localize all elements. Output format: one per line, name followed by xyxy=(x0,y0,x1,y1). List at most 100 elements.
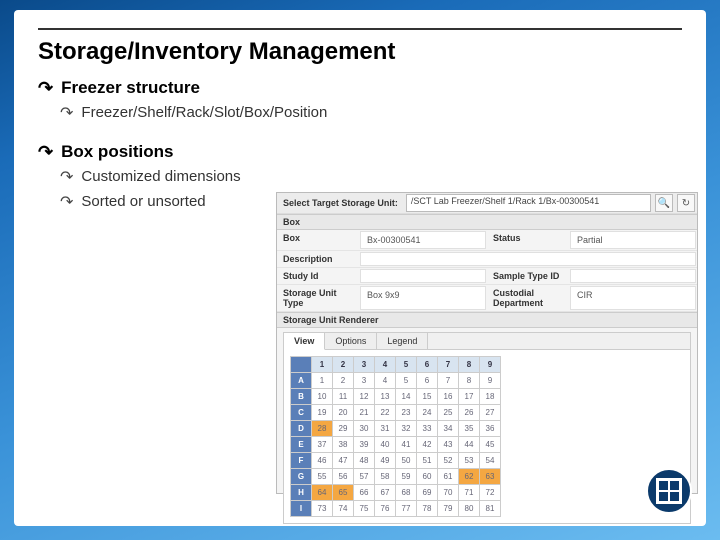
grid-col-header: 4 xyxy=(375,357,396,373)
grid-cell[interactable]: 55 xyxy=(312,469,333,485)
grid-cell[interactable]: 15 xyxy=(417,389,438,405)
grid-cell[interactable]: 57 xyxy=(354,469,375,485)
grid-cell[interactable]: 79 xyxy=(438,501,459,517)
grid-cell[interactable]: 12 xyxy=(354,389,375,405)
grid-cell[interactable]: 60 xyxy=(417,469,438,485)
grid-cell[interactable]: 10 xyxy=(312,389,333,405)
field-value xyxy=(360,269,486,283)
grid-cell[interactable]: 6 xyxy=(417,373,438,389)
grid-cell[interactable]: 42 xyxy=(417,437,438,453)
refresh-icon[interactable]: ↻ xyxy=(677,194,695,212)
grid-cell[interactable]: 2 xyxy=(333,373,354,389)
grid-cell[interactable]: 52 xyxy=(438,453,459,469)
storage-path-input[interactable]: /SCT Lab Freezer/Shelf 1/Rack 1/Bx-00300… xyxy=(406,194,651,212)
grid-cell[interactable]: 49 xyxy=(375,453,396,469)
grid-cell[interactable]: 13 xyxy=(375,389,396,405)
grid-cell[interactable]: 61 xyxy=(438,469,459,485)
grid-cell[interactable]: 70 xyxy=(438,485,459,501)
grid-cell[interactable]: 11 xyxy=(333,389,354,405)
grid-cell[interactable]: 32 xyxy=(396,421,417,437)
grid-cell[interactable]: 54 xyxy=(480,453,501,469)
grid-cell[interactable]: 34 xyxy=(438,421,459,437)
grid-cell[interactable]: 26 xyxy=(459,405,480,421)
tab-view[interactable]: View xyxy=(284,333,325,350)
field-sample-type: Sample Type ID xyxy=(487,268,697,285)
grid-cell[interactable]: 14 xyxy=(396,389,417,405)
grid-cell[interactable]: 16 xyxy=(438,389,459,405)
grid-cell[interactable]: 35 xyxy=(459,421,480,437)
grid-cell[interactable]: 75 xyxy=(354,501,375,517)
bullet-box-positions: ↷ Box positions xyxy=(38,142,682,164)
grid-cell[interactable]: 20 xyxy=(333,405,354,421)
grid-cell[interactable]: 33 xyxy=(417,421,438,437)
grid-cell[interactable]: 62 xyxy=(459,469,480,485)
grid-cell[interactable]: 50 xyxy=(396,453,417,469)
grid-cell[interactable]: 69 xyxy=(417,485,438,501)
grid-cell[interactable]: 29 xyxy=(333,421,354,437)
grid-cell[interactable]: 9 xyxy=(480,373,501,389)
grid-cell[interactable]: 80 xyxy=(459,501,480,517)
box-grid-container: 123456789A123456789B101112131415161718C1… xyxy=(284,350,690,523)
renderer-header: Storage Unit Renderer xyxy=(277,312,697,328)
grid-cell[interactable]: 22 xyxy=(375,405,396,421)
grid-cell[interactable]: 51 xyxy=(417,453,438,469)
tab-options[interactable]: Options xyxy=(325,333,377,349)
grid-cell[interactable]: 68 xyxy=(396,485,417,501)
grid-cell[interactable]: 18 xyxy=(480,389,501,405)
grid-cell[interactable]: 43 xyxy=(438,437,459,453)
grid-cell[interactable]: 81 xyxy=(480,501,501,517)
grid-cell[interactable]: 64 xyxy=(312,485,333,501)
grid-cell[interactable]: 19 xyxy=(312,405,333,421)
grid-cell[interactable]: 39 xyxy=(354,437,375,453)
field-label: Box xyxy=(277,230,359,250)
grid-cell[interactable]: 74 xyxy=(333,501,354,517)
field-value: Bx-00300541 xyxy=(360,231,486,249)
grid-cell[interactable]: 67 xyxy=(375,485,396,501)
grid-cell[interactable]: 72 xyxy=(480,485,501,501)
grid-cell[interactable]: 73 xyxy=(312,501,333,517)
storage-panel: Select Target Storage Unit: /SCT Lab Fre… xyxy=(276,192,698,494)
grid-cell[interactable]: 28 xyxy=(312,421,333,437)
grid-cell[interactable]: 7 xyxy=(438,373,459,389)
grid-cell[interactable]: 1 xyxy=(312,373,333,389)
grid-cell[interactable]: 47 xyxy=(333,453,354,469)
grid-cell[interactable]: 17 xyxy=(459,389,480,405)
grid-cell[interactable]: 41 xyxy=(396,437,417,453)
grid-cell[interactable]: 44 xyxy=(459,437,480,453)
grid-cell[interactable]: 77 xyxy=(396,501,417,517)
grid-cell[interactable]: 4 xyxy=(375,373,396,389)
grid-cell[interactable]: 5 xyxy=(396,373,417,389)
grid-cell[interactable]: 24 xyxy=(417,405,438,421)
grid-cell[interactable]: 36 xyxy=(480,421,501,437)
grid-cell[interactable]: 40 xyxy=(375,437,396,453)
grid-cell[interactable]: 66 xyxy=(354,485,375,501)
search-icon[interactable]: 🔍 xyxy=(655,194,673,212)
grid-cell[interactable]: 38 xyxy=(333,437,354,453)
grid-cell[interactable]: 8 xyxy=(459,373,480,389)
grid-cell[interactable]: 76 xyxy=(375,501,396,517)
grid-cell[interactable]: 23 xyxy=(396,405,417,421)
grid-cell[interactable]: 25 xyxy=(438,405,459,421)
grid-cell[interactable]: 21 xyxy=(354,405,375,421)
grid-cell[interactable]: 31 xyxy=(375,421,396,437)
tab-legend[interactable]: Legend xyxy=(377,333,428,349)
grid-cell[interactable]: 71 xyxy=(459,485,480,501)
grid-cell[interactable]: 78 xyxy=(417,501,438,517)
grid-cell[interactable]: 58 xyxy=(375,469,396,485)
bullet-icon: ↷ xyxy=(60,104,73,125)
grid-cell[interactable]: 37 xyxy=(312,437,333,453)
slide-root: Storage/Inventory Management ↷ Freezer s… xyxy=(0,0,720,540)
grid-cell[interactable]: 46 xyxy=(312,453,333,469)
grid-cell[interactable]: 53 xyxy=(459,453,480,469)
grid-cell[interactable]: 3 xyxy=(354,373,375,389)
grid-cell[interactable]: 30 xyxy=(354,421,375,437)
grid-cell[interactable]: 45 xyxy=(480,437,501,453)
grid-row-header: A xyxy=(291,373,312,389)
grid-cell[interactable]: 63 xyxy=(480,469,501,485)
grid-cell[interactable]: 65 xyxy=(333,485,354,501)
grid-cell[interactable]: 56 xyxy=(333,469,354,485)
field-value xyxy=(360,252,696,266)
grid-cell[interactable]: 27 xyxy=(480,405,501,421)
grid-cell[interactable]: 59 xyxy=(396,469,417,485)
grid-cell[interactable]: 48 xyxy=(354,453,375,469)
